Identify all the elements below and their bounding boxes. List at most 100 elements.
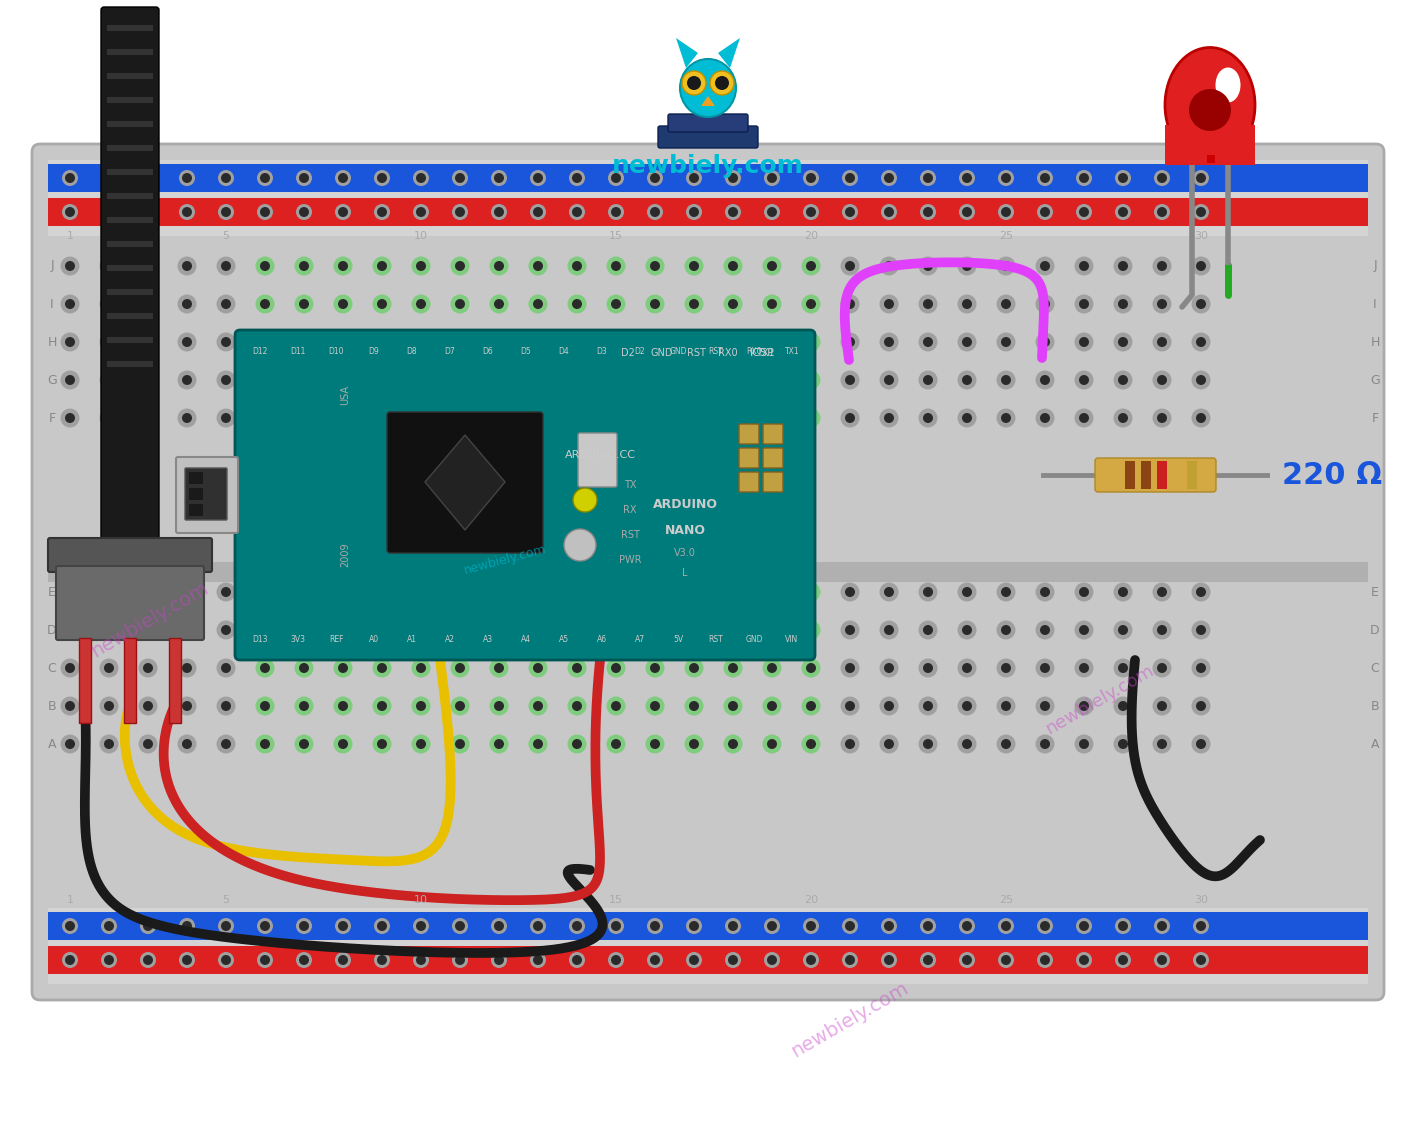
Circle shape (765, 204, 780, 220)
Text: newbiely.com: newbiely.com (1042, 662, 1157, 738)
Circle shape (221, 207, 231, 217)
Circle shape (61, 658, 79, 677)
Circle shape (687, 76, 701, 90)
Circle shape (997, 333, 1015, 351)
Circle shape (961, 663, 971, 673)
Circle shape (606, 583, 626, 602)
Circle shape (998, 170, 1014, 186)
Circle shape (724, 333, 742, 351)
Circle shape (178, 918, 195, 934)
Circle shape (372, 658, 391, 677)
Circle shape (143, 338, 153, 346)
Circle shape (724, 256, 742, 276)
Circle shape (455, 663, 464, 673)
Circle shape (684, 408, 704, 428)
Text: A5: A5 (559, 634, 569, 643)
Circle shape (725, 952, 741, 968)
Circle shape (923, 299, 933, 309)
Circle shape (99, 583, 119, 602)
Circle shape (1113, 658, 1133, 677)
Circle shape (1154, 918, 1170, 934)
Circle shape (490, 735, 508, 754)
Circle shape (806, 626, 816, 634)
Circle shape (845, 739, 855, 749)
Circle shape (728, 955, 738, 965)
Circle shape (528, 333, 548, 351)
Circle shape (494, 299, 504, 309)
Circle shape (1079, 207, 1089, 217)
Circle shape (1197, 413, 1206, 423)
Text: newbiely.com: newbiely.com (612, 154, 804, 178)
Circle shape (1075, 696, 1093, 716)
Circle shape (1191, 408, 1211, 428)
Circle shape (221, 663, 231, 673)
Circle shape (1153, 658, 1171, 677)
Circle shape (803, 170, 818, 186)
Circle shape (572, 299, 582, 309)
Circle shape (528, 583, 548, 602)
Circle shape (1039, 587, 1051, 597)
Bar (125, 638, 136, 723)
Circle shape (103, 663, 115, 673)
Circle shape (255, 256, 275, 276)
Circle shape (450, 658, 470, 677)
Circle shape (767, 338, 777, 346)
Circle shape (99, 295, 119, 314)
Circle shape (923, 955, 933, 965)
Circle shape (261, 413, 270, 423)
Circle shape (1075, 370, 1093, 389)
Circle shape (961, 299, 971, 309)
Circle shape (1035, 583, 1055, 602)
Circle shape (961, 207, 971, 217)
Text: B: B (1371, 700, 1379, 712)
Text: F: F (1372, 412, 1379, 424)
Circle shape (650, 375, 660, 385)
Circle shape (217, 256, 235, 276)
Circle shape (1153, 333, 1171, 351)
Text: B: B (48, 700, 57, 712)
Circle shape (961, 921, 971, 932)
Circle shape (1039, 701, 1051, 711)
Bar (108, 169, 153, 176)
Circle shape (801, 256, 820, 276)
Circle shape (762, 370, 782, 389)
Circle shape (1035, 408, 1055, 428)
Circle shape (221, 413, 231, 423)
Circle shape (143, 663, 153, 673)
Circle shape (765, 918, 780, 934)
Circle shape (762, 621, 782, 639)
Circle shape (806, 413, 816, 423)
Text: 25: 25 (998, 231, 1012, 241)
Text: A6: A6 (598, 634, 607, 643)
Text: A1: A1 (406, 634, 416, 643)
Bar (108, 338, 153, 343)
Circle shape (997, 735, 1015, 754)
Text: newbiely.com: newbiely.com (463, 542, 548, 577)
Circle shape (455, 207, 464, 217)
Text: RST: RST (620, 530, 640, 540)
Circle shape (1001, 587, 1011, 597)
Circle shape (65, 626, 75, 634)
Circle shape (806, 207, 816, 217)
Circle shape (684, 333, 704, 351)
Text: J: J (1374, 260, 1376, 272)
Circle shape (412, 370, 430, 389)
Circle shape (65, 413, 75, 423)
Circle shape (684, 735, 704, 754)
FancyBboxPatch shape (668, 114, 748, 132)
Circle shape (767, 207, 777, 217)
Bar (108, 97, 153, 103)
Circle shape (998, 918, 1014, 934)
FancyBboxPatch shape (739, 424, 759, 444)
Circle shape (1079, 173, 1089, 183)
Circle shape (806, 739, 816, 749)
Circle shape (646, 621, 664, 639)
Circle shape (650, 261, 660, 271)
Circle shape (684, 658, 704, 677)
Bar (108, 217, 153, 223)
Circle shape (606, 256, 626, 276)
Circle shape (221, 587, 231, 597)
Circle shape (610, 375, 622, 385)
Circle shape (255, 370, 275, 389)
Circle shape (607, 204, 624, 220)
